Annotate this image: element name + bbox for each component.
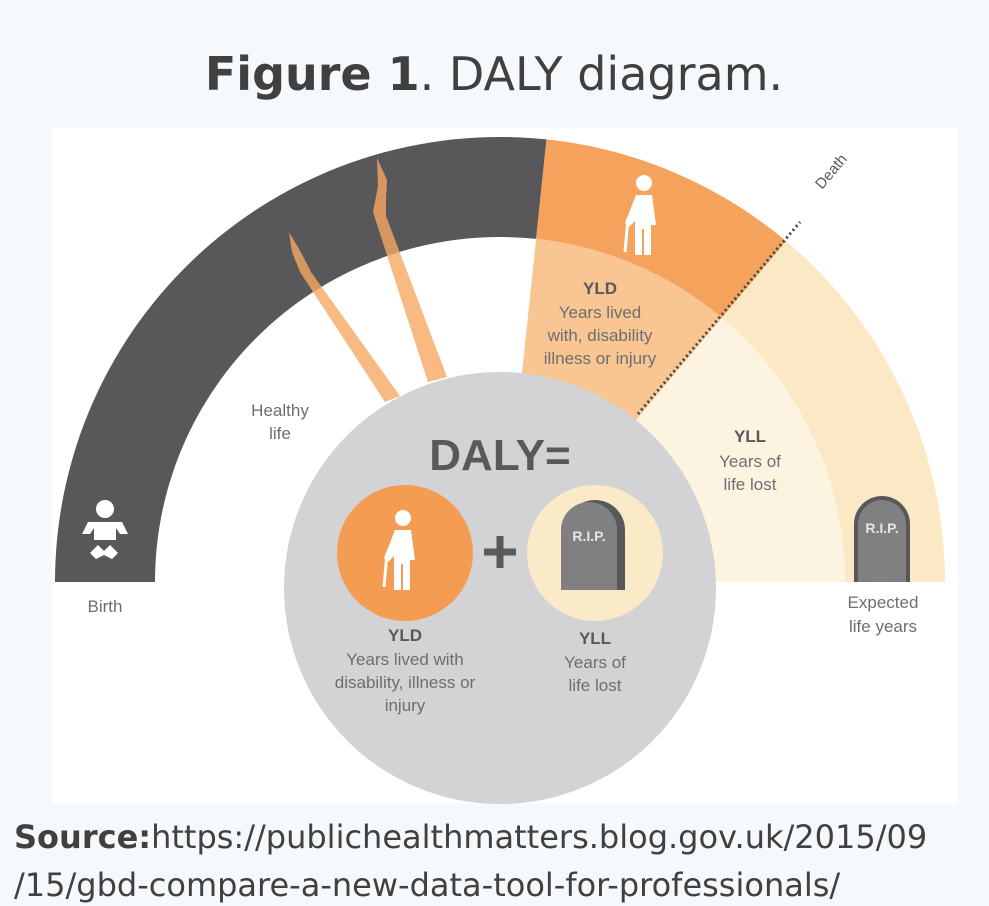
yll-abbr: YLL	[579, 629, 611, 648]
yld-abbr: YLD	[388, 626, 422, 645]
yll-arc	[721, 241, 945, 582]
elder-icon	[382, 510, 415, 590]
source-line: Source:https://publichealthmatters.blog.…	[14, 818, 927, 856]
healthy-label: life	[269, 424, 291, 443]
source-url: https://publichealthmatters.blog.gov.uk/…	[151, 818, 927, 856]
inner-tombstone	[561, 500, 625, 590]
healthy-label: Healthy	[251, 401, 309, 420]
expected-label: life years	[849, 617, 917, 636]
yld-arc-text: illness or injury	[544, 349, 657, 368]
outer-tombstone	[854, 496, 910, 582]
illness-spike	[373, 158, 447, 382]
baby-icon	[82, 500, 128, 559]
yld-arc-text: Years lived	[559, 303, 642, 322]
outer-tombstone-label: R.I.P.	[865, 520, 898, 536]
yll-text: life lost	[569, 676, 622, 695]
source-url: /15/gbd-compare-a-new-data-tool-for-prof…	[14, 866, 840, 904]
birth-label: Birth	[88, 597, 123, 616]
yld-text: Years lived with	[346, 650, 464, 669]
daly-circle	[284, 372, 716, 804]
source-label: Source:	[14, 818, 151, 856]
figure-title: Figure 1. DALY diagram.	[205, 47, 783, 101]
death-line	[636, 221, 802, 415]
expected-label: Expected	[848, 593, 919, 612]
yll-arc-text: life lost	[724, 475, 777, 494]
yld-arc-abbr: YLD	[583, 279, 617, 298]
title-rest: . DALY diagram.	[420, 47, 783, 101]
yld-arc-text: with, disability	[547, 326, 653, 345]
yld-arc	[536, 139, 786, 318]
illness-spike	[289, 232, 400, 402]
yld-text: injury	[385, 696, 426, 715]
daly-formula: DALY=	[429, 431, 570, 480]
inner-tombstone-label: R.I.P.	[572, 528, 605, 544]
yll-arc-text: Years of	[719, 452, 781, 471]
elder-icon	[623, 175, 656, 255]
yld-text: disability, illness or	[335, 673, 476, 692]
title-bold: Figure 1	[205, 47, 420, 101]
yll-arc-abbr: YLL	[734, 427, 766, 446]
yll-text: Years of	[564, 653, 626, 672]
plus-sign	[484, 536, 516, 568]
